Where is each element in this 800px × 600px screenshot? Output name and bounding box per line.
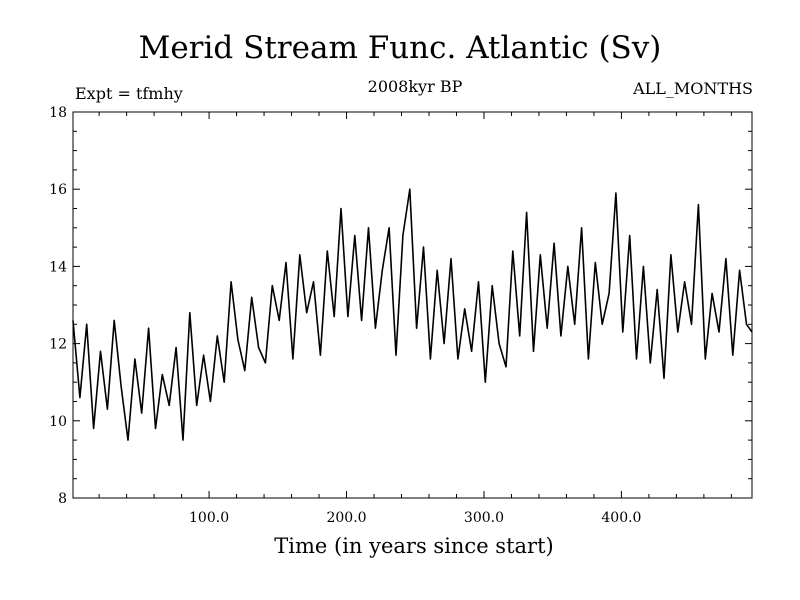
y-tick-label: 8 [58,491,67,507]
experiment-label: Expt = tfmhy [75,84,183,103]
y-tick-label: 10 [49,414,67,430]
y-tick-label: 14 [49,259,67,275]
y-tick-label: 16 [49,182,67,198]
months-label: ALL_MONTHS [633,79,753,98]
axis-tick-labels: 8 10 12 14 16 18 100.0 200.0 300.0 400.0 [49,105,641,526]
x-tick-label: 100.0 [189,510,229,526]
axis-ticks [73,111,752,499]
y-tick-label: 12 [49,337,67,353]
series-line [72,188,753,441]
plot-frame [72,111,753,499]
x-tick-label: 200.0 [326,510,366,526]
x-axis-label: Time (in years since start) [274,534,554,558]
x-tick-label: 300.0 [464,510,504,526]
y-tick-label: 18 [49,105,67,121]
x-tick-label: 400.0 [601,510,641,526]
chart-subtitle: 2008kyr BP [367,77,463,96]
chart-title: Merid Stream Func. Atlantic (Sv) [138,30,662,66]
data-series [72,188,753,441]
